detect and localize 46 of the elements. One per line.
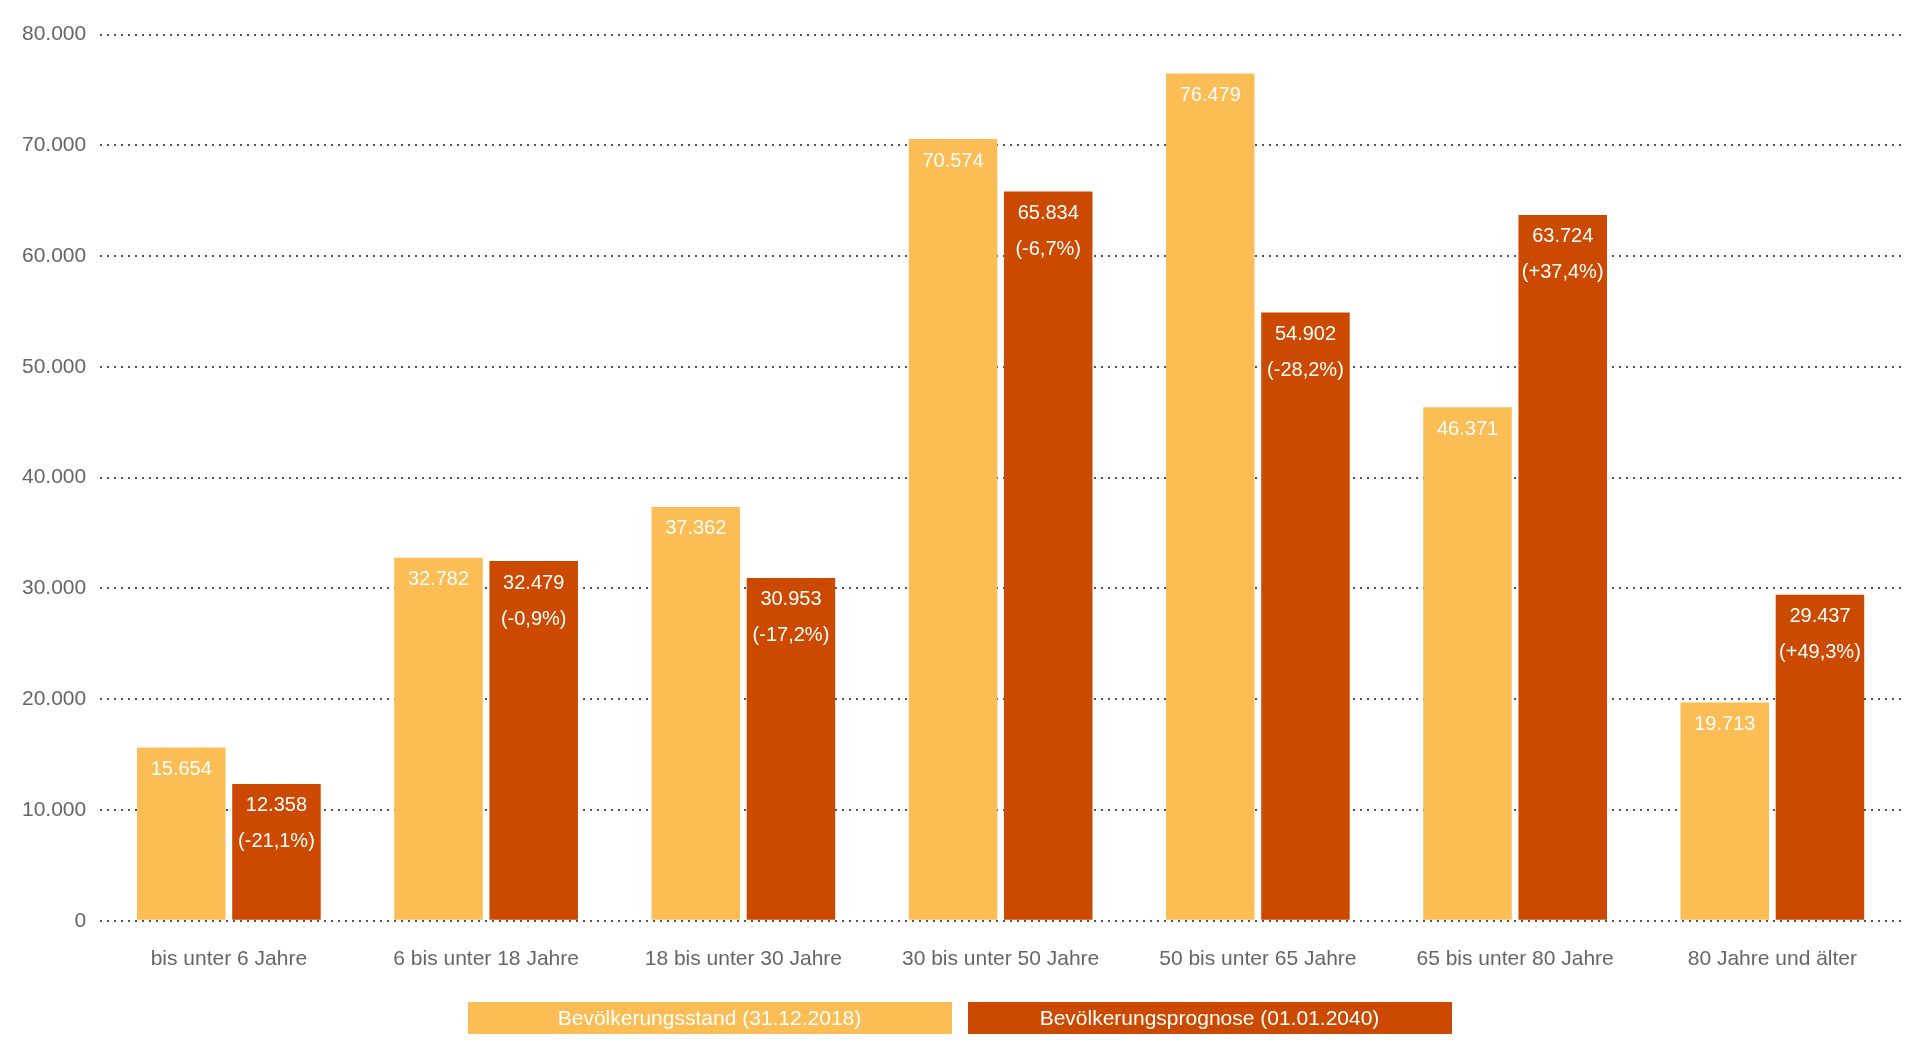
data-label: 37.362	[665, 516, 727, 539]
y-tick-label: 70.000	[22, 132, 87, 156]
bar	[232, 783, 321, 920]
data-label: 32.479 (-0,9%)	[500, 570, 567, 629]
data-label: 63.724 (+37,4%)	[1521, 224, 1604, 283]
y-tick-label: 80.000	[22, 21, 87, 45]
y-tick-label: 30.000	[22, 575, 87, 599]
bar	[1775, 594, 1865, 920]
bar	[1680, 702, 1770, 920]
x-tick-label: 65 bis unter 80 Jahre	[1416, 946, 1614, 970]
data-label: 70.574	[922, 148, 984, 171]
x-tick-label: 30 bis unter 50 Jahre	[901, 946, 1100, 970]
data-label: 65.834 (-6,7%)	[1015, 201, 1081, 260]
x-tick-label: bis unter 6 Jahre	[150, 946, 308, 970]
y-tick-label: 0	[74, 907, 87, 931]
bar	[394, 557, 483, 920]
bar	[1423, 407, 1512, 920]
data-label: 19.713	[1694, 711, 1756, 734]
data-label: 30.953 (-17,2%)	[752, 587, 830, 646]
y-tick-label: 10.000	[22, 796, 87, 820]
bar	[137, 747, 226, 920]
y-tick-label: 20.000	[22, 686, 87, 710]
text: Bevölkerungsstand (31.12.2018)	[557, 1006, 862, 1030]
data-label: 46.371	[1436, 416, 1499, 439]
data-label: 15.654	[150, 756, 212, 779]
y-tick-label: 50.000	[22, 353, 87, 377]
y-tick-label: 40.000	[22, 464, 87, 488]
data-label: 12.358 (-21,1%)	[238, 793, 315, 852]
bar	[746, 577, 836, 920]
x-tick-label: 18 bis unter 30 Jahre	[644, 946, 843, 970]
x-tick-label: 80 Jahre und älter	[1687, 946, 1858, 970]
data-label: 29.437 (+49,3%)	[1779, 604, 1861, 663]
bar	[1518, 214, 1607, 920]
data-label: 32.782	[407, 567, 470, 590]
text: Bevölkerungsprognose (01.01.2040)	[1039, 1006, 1380, 1030]
bar	[651, 506, 741, 920]
data-label: 76.479	[1179, 83, 1241, 106]
bar	[489, 561, 578, 920]
bar	[908, 139, 998, 920]
data-label: 54.902 (-28,2%)	[1267, 322, 1344, 381]
y-tick-label: 60.000	[22, 242, 87, 266]
bar	[1166, 73, 1255, 920]
bar	[1261, 312, 1350, 920]
bar	[1003, 191, 1093, 920]
x-tick-label: 50 bis unter 65 Jahre	[1159, 946, 1357, 970]
x-tick-label: 6 bis unter 18 Jahre	[393, 946, 579, 970]
